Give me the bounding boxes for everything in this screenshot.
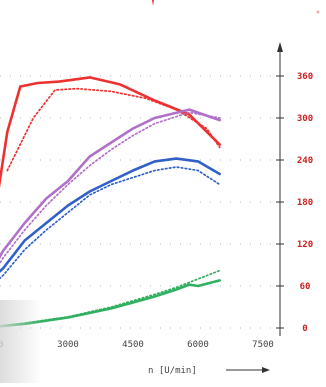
y-tick-label-360: 360 (297, 72, 313, 82)
series-line-7 (0, 269, 221, 327)
y-tick-label-0: 0 (302, 324, 307, 334)
x-tick-label-4500: 4500 (122, 340, 144, 350)
series-line-2 (0, 108, 221, 259)
series-line-4 (0, 157, 221, 273)
x-axis-label: n [U/min] (148, 366, 197, 376)
x-tick-label-partial: 0 (0, 340, 3, 350)
series-line-1 (6, 87, 221, 172)
y-axis-arrow (277, 42, 283, 52)
y-tick-label-60: 60 (300, 282, 311, 292)
x-tick-label-6000: 6000 (187, 340, 209, 350)
y-tick-label-180: 180 (297, 198, 313, 208)
y-tick-label-120: 120 (297, 240, 313, 250)
series-line-0 (0, 76, 221, 189)
series-line-3 (0, 111, 221, 265)
top-title-fragment (152, 0, 320, 14)
x-tick-label-7500: 7500 (252, 340, 274, 350)
x-label-arrow-head (262, 367, 270, 373)
y-tick-label-300: 300 (297, 114, 313, 124)
y-tick-label-240: 240 (297, 156, 313, 166)
x-tick-label-3000: 3000 (57, 340, 79, 350)
series-line-6 (0, 279, 221, 328)
series-line-5 (0, 166, 221, 280)
